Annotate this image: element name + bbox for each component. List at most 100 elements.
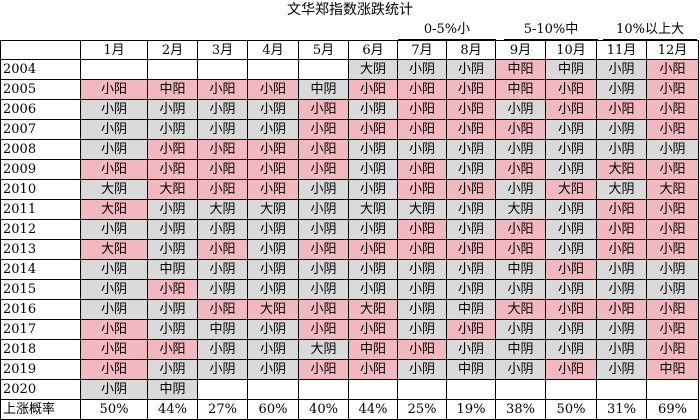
rate-cell: 25% — [398, 400, 447, 420]
rate-cell: 50% — [81, 400, 148, 420]
rate-cell: 27% — [198, 400, 248, 420]
month-cell: 大阳 — [248, 300, 299, 320]
month-cell: 小阴 — [597, 260, 647, 280]
month-cell: 小阴 — [248, 260, 299, 280]
legend-underline-large — [603, 39, 697, 40]
month-cell: 小阴 — [546, 340, 597, 360]
year-row: 2009 小阳 小阳 小阳 小阳 小阳 小阴 小阳 小阴 小阳 小阴 大阳 小阳 — [0, 160, 700, 180]
rate-cell: 60% — [248, 400, 299, 420]
month-cell: 小阴 — [447, 220, 496, 240]
legend-medium: 5-10%中 — [523, 22, 579, 37]
month-cell: 小阴 — [349, 100, 398, 120]
month-cell: 小阴 — [496, 100, 546, 120]
month-cell: 小阴 — [148, 100, 198, 120]
month-cell: 大阳 — [148, 180, 198, 200]
month-cell: 大阴 — [349, 60, 398, 80]
month-cell — [447, 380, 496, 400]
month-cell: 小阳 — [447, 240, 496, 260]
month-cell: 中阴 — [198, 320, 248, 340]
month-cell: 小阳 — [81, 320, 148, 340]
month-cell: 小阳 — [546, 100, 597, 120]
month-cell: 小阴 — [148, 200, 198, 220]
month-cell: 小阳 — [496, 220, 546, 240]
month-cell: 小阴 — [496, 140, 546, 160]
month-header: 11月 — [597, 40, 647, 60]
month-cell: 中阳 — [496, 60, 546, 80]
month-cell: 小阳 — [349, 240, 398, 260]
month-cell: 小阴 — [447, 200, 496, 220]
month-cell: 小阳 — [447, 180, 496, 200]
month-cell: 小阳 — [546, 260, 597, 280]
month-cell: 小阳 — [447, 120, 496, 140]
month-header: 7月 — [398, 40, 447, 60]
month-cell — [647, 380, 699, 400]
header-row: 1月 2月 3月 4月 5月 6月 7月 8月 9月 10月 11月 12月 — [0, 40, 700, 60]
month-cell: 大阳 — [647, 180, 699, 200]
month-cell: 小阳 — [398, 220, 447, 240]
month-cell: 大阳 — [546, 180, 597, 200]
month-cell: 小阳 — [349, 320, 398, 340]
month-cell: 大阴 — [398, 200, 447, 220]
month-cell: 中阴 — [447, 360, 496, 380]
year-row: 2017 小阳 小阴 中阴 小阴 小阳 小阳 小阴 小阳 小阴 小阴 小阴 小阳 — [0, 320, 700, 340]
year-row: 2016 小阴 小阴 小阳 大阳 小阳 大阳 小阴 中阴 大阳 小阳 小阳 小阳 — [0, 300, 700, 320]
month-cell: 小阳 — [248, 140, 299, 160]
month-cell: 小阳 — [398, 180, 447, 200]
month-cell — [546, 380, 597, 400]
month-cell: 小阳 — [597, 240, 647, 260]
month-cell: 小阴 — [198, 340, 248, 360]
month-cell: 小阳 — [148, 280, 198, 300]
month-cell: 小阳 — [398, 100, 447, 120]
month-cell — [299, 60, 349, 80]
month-cell: 小阴 — [299, 220, 349, 240]
rate-row: 上涨概率 50% 44% 27% 60% 40% 44% 25% 19% 38% 50% 31% 69% — [0, 400, 700, 420]
year-row: 2004 大阴 小阴 小阴 中阳 中阴 小阴 小阳 — [0, 60, 700, 80]
month-cell: 小阴 — [148, 240, 198, 260]
month-cell: 大阴 — [496, 200, 546, 220]
month-cell: 小阴 — [248, 360, 299, 380]
month-cell: 小阳 — [546, 80, 597, 100]
month-cell — [148, 60, 198, 80]
month-cell: 小阴 — [496, 180, 546, 200]
month-cell: 大阳 — [597, 160, 647, 180]
month-cell: 小阴 — [398, 60, 447, 80]
month-cell: 小阴 — [349, 260, 398, 280]
month-cell: 小阴 — [349, 140, 398, 160]
month-cell: 小阴 — [546, 140, 597, 160]
month-cell: 小阳 — [647, 300, 699, 320]
year-row: 2010 大阴 大阳 小阳 小阳 小阴 小阴 小阳 小阳 小阴 大阳 大阴 大阳 — [0, 180, 700, 200]
month-cell: 小阴 — [248, 320, 299, 340]
month-cell: 小阴 — [81, 260, 148, 280]
month-cell: 小阳 — [647, 80, 699, 100]
month-cell: 中阴 — [496, 260, 546, 280]
month-cell: 小阳 — [647, 320, 699, 340]
legend-underline-small — [398, 39, 496, 40]
year-row: 2019 小阳 小阴 小阴 小阴 小阳 小阳 小阴 中阴 小阴 小阳 小阴 中阳 — [0, 360, 700, 380]
month-cell: 小阴 — [546, 160, 597, 180]
month-cell — [398, 380, 447, 400]
year-row: 2005 小阳 中阳 小阳 小阳 中阴 小阳 小阳 小阳 中阳 小阳 小阴 小阳 — [0, 80, 700, 100]
month-cell: 小阳 — [647, 120, 699, 140]
rate-label: 上涨概率 — [0, 400, 81, 420]
month-cell: 小阴 — [299, 180, 349, 200]
rate-cell: 31% — [597, 400, 647, 420]
month-cell: 小阳 — [248, 80, 299, 100]
year-row: 2012 小阴 小阴 小阴 小阴 小阴 小阴 小阳 小阴 小阳 小阴 小阳 小阳 — [0, 220, 700, 240]
month-cell: 小阴 — [248, 120, 299, 140]
month-cell: 大阳 — [496, 300, 546, 320]
month-cell: 小阴 — [496, 280, 546, 300]
month-cell: 中阳 — [148, 80, 198, 100]
month-cell: 小阳 — [198, 140, 248, 160]
month-cell: 小阳 — [647, 100, 699, 120]
year-label: 2007 — [0, 120, 81, 140]
month-cell: 小阳 — [447, 80, 496, 100]
year-label: 2011 — [0, 200, 81, 220]
month-cell: 小阳 — [299, 240, 349, 260]
month-cell: 小阴 — [647, 140, 699, 160]
month-header: 9月 — [496, 40, 546, 60]
month-cell: 小阳 — [447, 100, 496, 120]
month-cell: 小阴 — [546, 240, 597, 260]
month-cell: 小阴 — [447, 140, 496, 160]
legend-row: 0-5%小 5-10%中 10%以上大 — [0, 20, 700, 40]
month-cell: 小阴 — [299, 200, 349, 220]
